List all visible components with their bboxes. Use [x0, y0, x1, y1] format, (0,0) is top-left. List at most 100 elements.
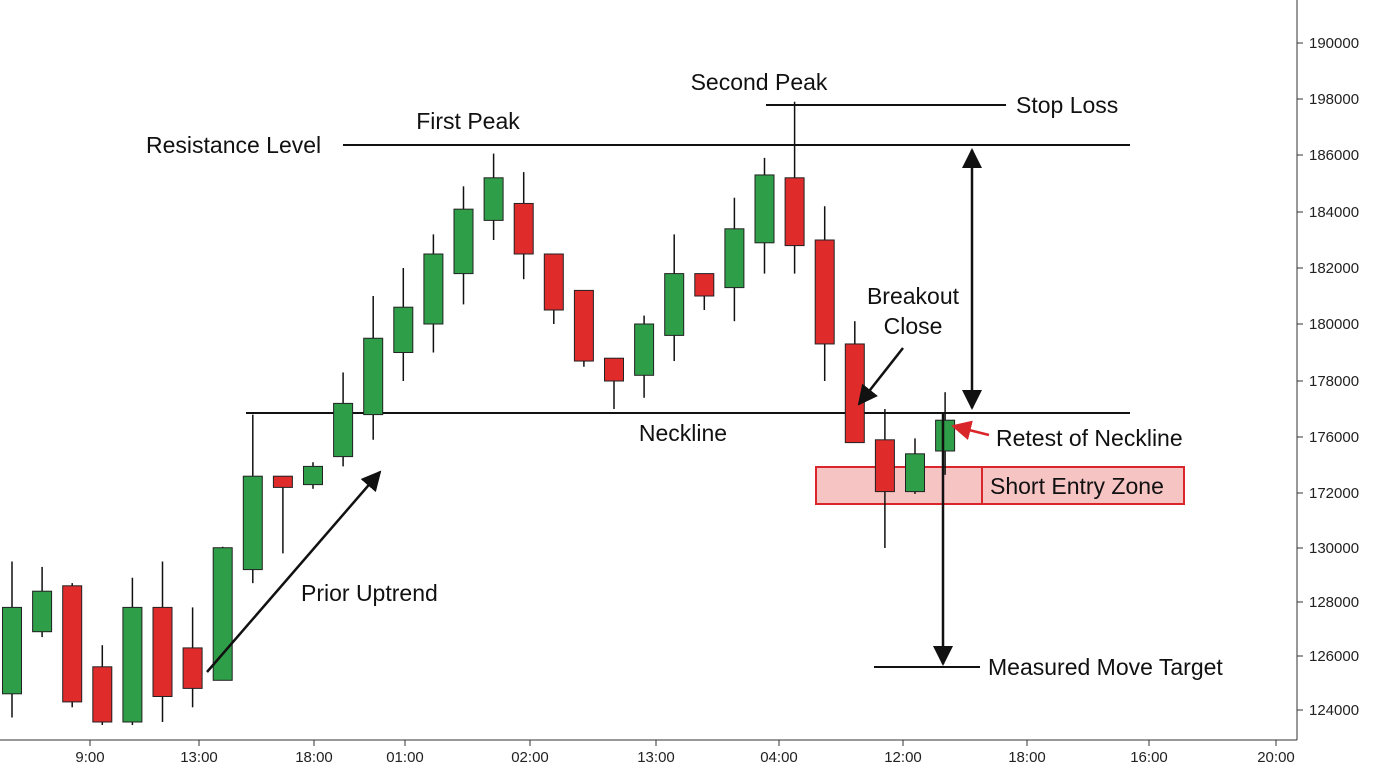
- candle: [92, 645, 113, 725]
- x-tick-label: 02:00: [511, 749, 549, 766]
- candle: [784, 101, 805, 274]
- x-tick-label: 18:00: [1008, 749, 1046, 766]
- y-tick-label: 180000: [1309, 316, 1359, 333]
- candle-body-down: [844, 343, 865, 444]
- retest-arrow: [951, 420, 990, 441]
- y-axis-ticks: 190000 198000 186000 184000 182000 180000 1780…: [1297, 35, 1359, 719]
- candle-body-up: [905, 453, 925, 493]
- x-tick-label: 04:00: [760, 749, 798, 766]
- candle: [604, 357, 624, 409]
- y-tick-label: 176000: [1309, 429, 1359, 446]
- y-tick-label: 128000: [1309, 594, 1359, 611]
- candle: [874, 409, 895, 548]
- candle: [303, 462, 323, 489]
- candle: [935, 392, 956, 475]
- x-tick-label: 20:00: [1257, 749, 1295, 766]
- x-tick-label: 18:00: [295, 749, 333, 766]
- x-tick-label: 13:00: [180, 749, 218, 766]
- candle-body-down: [784, 177, 805, 247]
- candle-body-up: [724, 228, 745, 289]
- candle: [634, 315, 655, 398]
- candle-body-up: [333, 402, 354, 458]
- candle: [844, 321, 865, 444]
- candle-body-up: [32, 590, 53, 633]
- neckline-label: Neckline: [639, 420, 727, 446]
- candle: [423, 234, 444, 353]
- candle-body-down: [152, 606, 173, 698]
- candle: [814, 206, 835, 381]
- y-tick-label: 182000: [1309, 260, 1359, 277]
- candle-body-up: [303, 465, 323, 486]
- candle-body-down: [272, 475, 293, 488]
- x-tick-label: 12:00: [884, 749, 922, 766]
- candle-body-up: [634, 323, 655, 376]
- candle: [333, 372, 354, 467]
- candle: [543, 253, 564, 324]
- retest-of-neckline-label: Retest of Neckline: [996, 425, 1183, 451]
- candle: [393, 268, 414, 381]
- candle: [694, 273, 715, 310]
- candle-body-up: [453, 208, 474, 275]
- candle: [62, 583, 83, 708]
- short-entry-zone-label: Short Entry Zone: [990, 473, 1164, 499]
- candle: [182, 607, 203, 708]
- candle: [122, 577, 143, 725]
- second-peak-label: Second Peak: [691, 69, 828, 95]
- x-axis-ticks: 9:00 13:00 18:00 01:00 02:00 13:00 04:00 12:00 1…: [75, 740, 1295, 766]
- candle-body-down: [874, 439, 895, 493]
- y-tick-label: 186000: [1309, 147, 1359, 164]
- y-tick-label: 198000: [1309, 91, 1359, 108]
- candle: [664, 234, 685, 362]
- x-tick-label: 16:00: [1130, 749, 1168, 766]
- candle-body-up: [423, 253, 444, 325]
- stop-loss-label: Stop Loss: [1016, 92, 1118, 118]
- candle: [272, 475, 293, 554]
- y-tick-label: 124000: [1309, 702, 1359, 719]
- candles-group: [2, 101, 956, 725]
- resistance-level-label: Resistance Level: [146, 132, 321, 158]
- candle: [905, 438, 925, 494]
- x-tick-label: 9:00: [75, 749, 104, 766]
- candle: [513, 172, 534, 280]
- breakout-close-label-line1: Breakout: [867, 283, 960, 309]
- candle-body-down: [573, 289, 594, 362]
- measured-move-target-label: Measured Move Target: [988, 654, 1223, 680]
- candle: [242, 414, 263, 584]
- x-tick-label: 01:00: [386, 749, 424, 766]
- candle-body-up: [363, 337, 384, 416]
- prior-uptrend-label: Prior Uptrend: [301, 580, 438, 606]
- x-tick-label: 13:00: [637, 749, 675, 766]
- breakout-close-arrow: [857, 347, 904, 406]
- candle: [573, 289, 594, 367]
- candle: [363, 296, 384, 440]
- candle-body-down: [62, 585, 83, 703]
- candle-body-up: [935, 419, 956, 452]
- y-tick-label: 126000: [1309, 648, 1359, 665]
- candle-body-up: [242, 475, 263, 571]
- y-tick-label: 172000: [1309, 485, 1359, 502]
- breakout-close-label-line2: Close: [884, 313, 943, 339]
- candle: [453, 186, 474, 305]
- y-tick-label: 190000: [1309, 35, 1359, 52]
- candle-body-down: [814, 239, 835, 345]
- candle: [2, 561, 22, 718]
- candle-body-up: [2, 606, 22, 695]
- prior-uptrend-arrow: [206, 470, 382, 673]
- y-tick-label: 184000: [1309, 204, 1359, 221]
- candle-body-up: [664, 273, 685, 336]
- candle: [32, 566, 53, 638]
- candle-body-down: [182, 647, 203, 689]
- candle-body-up: [483, 177, 504, 221]
- first-peak-label: First Peak: [416, 108, 520, 134]
- y-tick-label: 130000: [1309, 540, 1359, 557]
- candle: [724, 197, 745, 322]
- candle-body-up: [393, 306, 414, 354]
- candle-body-up: [754, 174, 775, 244]
- candle-body-down: [694, 273, 715, 297]
- y-tick-label: 178000: [1309, 373, 1359, 390]
- candle-body-down: [604, 357, 624, 382]
- candle: [483, 153, 504, 240]
- candle: [754, 157, 775, 274]
